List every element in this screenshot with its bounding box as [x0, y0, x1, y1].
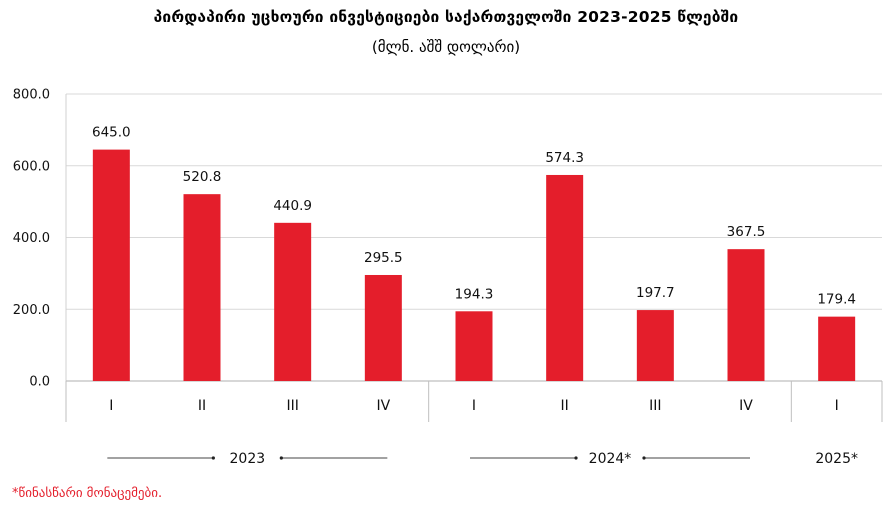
year-leader-dot [574, 456, 578, 460]
data-label: 574.3 [545, 150, 584, 166]
category-label: II [561, 398, 569, 414]
chart-subtitle: (მლნ. აშშ დოლარი) [371, 38, 521, 56]
bar [727, 249, 765, 381]
bar [818, 316, 856, 381]
data-label: 440.9 [273, 198, 312, 214]
y-tick-label: 400.0 [13, 231, 50, 246]
data-label: 367.5 [727, 224, 766, 240]
category-label: IV [376, 398, 390, 414]
year-label: 2024* [589, 451, 632, 467]
y-tick-label: 800.0 [13, 88, 50, 103]
y-tick-label: 600.0 [13, 159, 50, 174]
data-label: 520.8 [183, 169, 222, 185]
year-leader-dot [279, 456, 283, 460]
y-tick-label: 0.0 [29, 375, 50, 390]
data-label: 197.7 [636, 285, 675, 301]
category-label: I [835, 398, 839, 414]
bar [546, 174, 584, 381]
year-label: 2025* [815, 451, 858, 467]
data-label: 645.0 [92, 125, 131, 141]
footnote: *წინასწარი მონაცემები. [12, 486, 163, 501]
year-leader-dot [211, 456, 215, 460]
category-label: I [472, 398, 476, 414]
category-label: III [649, 398, 661, 414]
data-label: 194.3 [455, 286, 494, 302]
year-leader-dot [642, 456, 646, 460]
bar [364, 274, 402, 381]
category-label: II [198, 398, 206, 414]
bar [636, 310, 674, 381]
category-label: III [286, 398, 298, 414]
bar [274, 222, 312, 381]
category-label: I [109, 398, 113, 414]
category-label: IV [739, 398, 753, 414]
year-label: 2023 [230, 451, 266, 467]
data-label: 179.4 [817, 292, 856, 308]
y-tick-label: 200.0 [13, 303, 50, 318]
data-label: 295.5 [364, 250, 403, 266]
chart-title: პირდაპირი უცხოური ინვესტიციები საქართველ… [153, 8, 739, 26]
bar [92, 149, 130, 381]
bar [455, 311, 493, 381]
bar [183, 194, 221, 381]
